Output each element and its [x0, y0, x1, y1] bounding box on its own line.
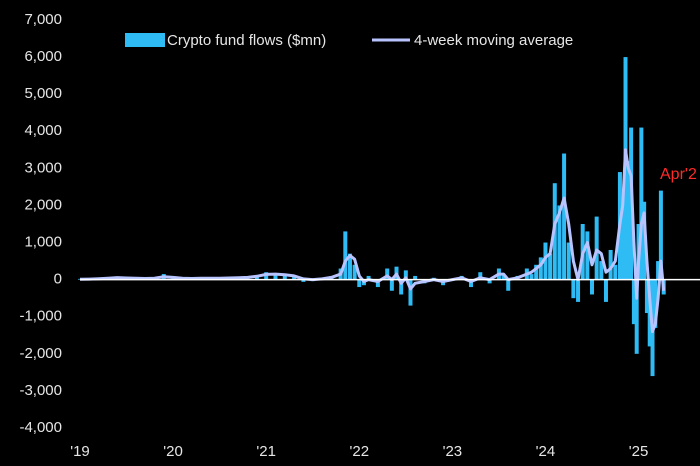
bar [408, 279, 413, 306]
bar [399, 279, 404, 295]
bar [620, 205, 625, 280]
bar [631, 279, 636, 325]
bar [653, 279, 658, 328]
x-tick-label: '23 [443, 443, 463, 460]
y-tick-label: 6,000 [24, 48, 62, 65]
bar [585, 231, 590, 280]
bar [529, 274, 534, 280]
x-tick-label: '20 [163, 443, 183, 460]
x-tick-label: '21 [256, 443, 276, 460]
annotation: Apr'2 [660, 166, 697, 183]
y-tick-label: 1,000 [24, 234, 62, 251]
y-tick-label: 2,000 [24, 196, 62, 213]
bar [385, 268, 390, 280]
y-tick-label: 0 [54, 271, 62, 288]
bar [292, 276, 297, 280]
x-tick-label: '22 [349, 443, 369, 460]
bar [538, 257, 543, 280]
bar [613, 264, 618, 280]
legend-swatch [125, 33, 165, 47]
bar [626, 160, 631, 280]
bar [375, 279, 380, 288]
bar [639, 127, 644, 280]
bar [389, 279, 394, 291]
bar [534, 264, 539, 280]
bar [282, 275, 287, 280]
bar [658, 190, 663, 280]
bar [642, 201, 647, 280]
bar [543, 242, 548, 280]
bar [634, 279, 639, 354]
bar [301, 279, 306, 282]
bar [590, 279, 595, 295]
y-tick-label: -3,000 [19, 382, 62, 399]
bar [603, 279, 608, 302]
bar [487, 279, 492, 284]
x-tick-label: '25 [629, 443, 649, 460]
legend-label: Crypto fund flows ($mn) [167, 32, 326, 49]
bar [403, 270, 408, 280]
bar [413, 275, 418, 280]
legend-label: 4-week moving average [414, 32, 573, 49]
bar [571, 279, 576, 299]
y-tick-label: -4,000 [19, 419, 62, 436]
bar [478, 272, 483, 280]
x-tick-label: '19 [70, 443, 90, 460]
bar [548, 253, 553, 280]
bar [599, 261, 604, 280]
bar [506, 279, 511, 291]
bar [343, 231, 348, 280]
bar [347, 253, 352, 280]
bar [594, 216, 599, 280]
y-tick-label: 5,000 [24, 85, 62, 102]
bar [644, 279, 649, 314]
bar [608, 249, 613, 280]
bar [273, 274, 278, 280]
y-tick-label: 7,000 [24, 11, 62, 28]
bar [352, 264, 357, 280]
bar [366, 275, 371, 280]
bar [562, 153, 567, 280]
y-tick-label: 4,000 [24, 122, 62, 139]
bar [501, 274, 506, 280]
moving-average-line [79, 148, 666, 334]
x-tick-label: '24 [536, 443, 556, 460]
bar [656, 261, 661, 280]
y-tick-label: 3,000 [24, 159, 62, 176]
bar [468, 279, 473, 288]
bar [576, 279, 581, 302]
bar [357, 279, 362, 288]
y-tick-label: -1,000 [19, 308, 62, 325]
bar [566, 242, 571, 280]
y-tick-label: -2,000 [19, 345, 62, 362]
bar [557, 205, 562, 280]
